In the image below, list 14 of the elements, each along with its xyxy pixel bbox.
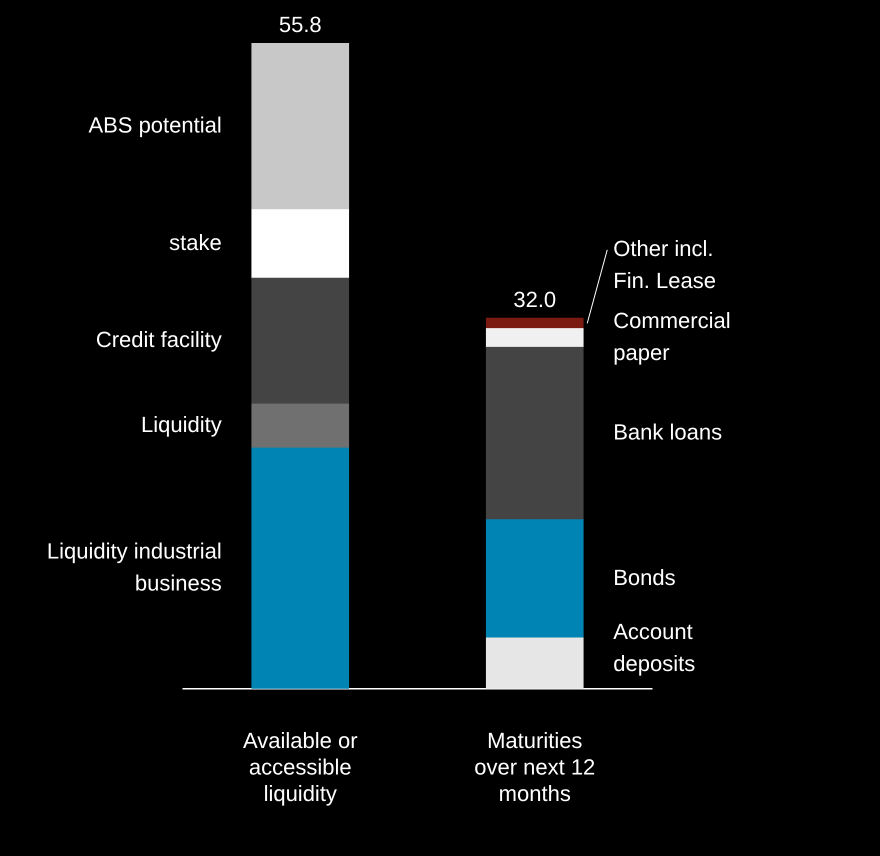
x-tick-label: Maturities over next 12 months [474,728,596,806]
annotation: 55.8 [278,12,322,38]
series-label: Liquidity industrial business [46,538,222,596]
series-label: Other incl. Fin. Lease [613,236,716,293]
series-label: Liquidity [141,412,222,438]
series-label: Bonds [613,564,676,590]
x-tick-label: Available or accessible liquidity [242,728,358,806]
series-label: Account deposits [613,618,696,676]
series-label: stake [169,230,222,255]
series-label: Credit facility [96,327,222,352]
annotation: 32.0 [513,287,556,312]
series-label: Bank loans [613,419,722,444]
series-label: Commercial paper [613,308,731,365]
series-label: ABS potential [88,112,222,138]
